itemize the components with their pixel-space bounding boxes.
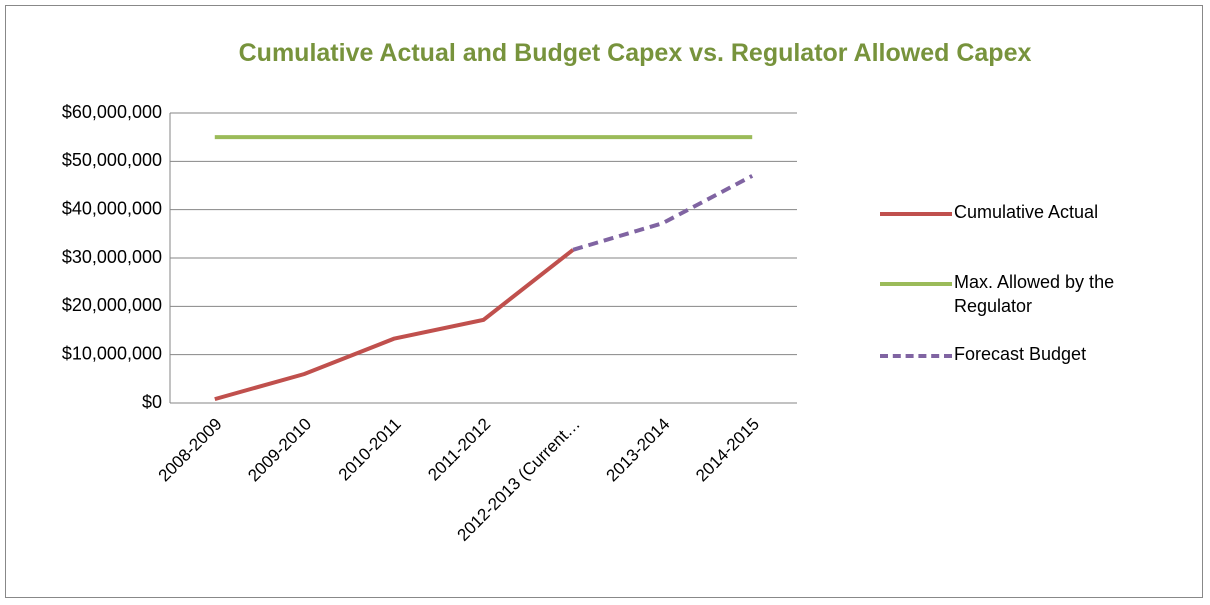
- legend-item: Max. Allowed by the Regulator: [880, 270, 1180, 318]
- legend-label: Forecast Budget: [954, 344, 1087, 364]
- legend-item: Cumulative Actual: [880, 200, 1180, 224]
- legend-label: Max. Allowed by the Regulator: [954, 272, 1115, 316]
- y-tick-label: $10,000,000: [62, 343, 162, 363]
- y-tick-label: $50,000,000: [62, 150, 162, 170]
- y-tick-label: $20,000,000: [62, 295, 162, 315]
- chart-title: Cumulative Actual and Budget Capex vs. R…: [238, 39, 1032, 67]
- legend-label: Cumulative Actual: [954, 202, 1099, 222]
- chart-border: [5, 5, 1203, 598]
- legend-swatch: [880, 282, 952, 286]
- x-tick-label: 2010-2011: [335, 414, 405, 484]
- x-tick-label: 2014-2015: [692, 414, 763, 485]
- series-line: [572, 174, 754, 252]
- legend-swatch: [880, 212, 952, 216]
- y-tick-label: $0: [142, 392, 162, 412]
- x-tick-label: 2008-2009: [155, 414, 226, 485]
- legend-item: Forecast Budget: [880, 342, 1180, 366]
- legend-swatch: [880, 354, 952, 358]
- x-tick-label: 2009-2010: [244, 414, 315, 485]
- y-tick-label: $30,000,000: [62, 247, 162, 267]
- series-line: [214, 248, 575, 402]
- x-tick-label: 2011-2012: [424, 414, 494, 484]
- x-tick-label: 2013-2014: [603, 414, 674, 485]
- y-tick-label: $40,000,000: [62, 198, 162, 218]
- y-tick-label: $60,000,000: [62, 102, 162, 122]
